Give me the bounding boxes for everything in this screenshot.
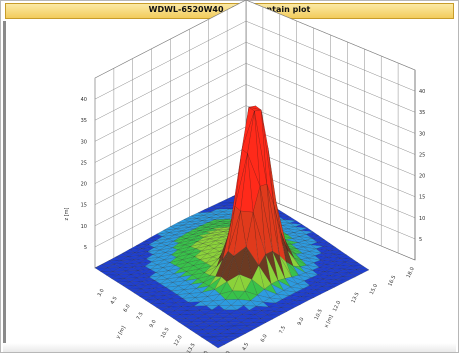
x-tick-label: 10.5 xyxy=(314,308,324,321)
y-tick-label: 15.0 xyxy=(199,350,210,353)
y-tick-label: 7.5 xyxy=(136,311,145,321)
x-tick-label: 18.0 xyxy=(406,266,416,279)
left-border xyxy=(3,21,6,351)
y-tick-label: 13.5 xyxy=(186,342,197,353)
z-tick-label-left: 40 xyxy=(81,97,87,103)
bottom-scrollbar[interactable] xyxy=(3,343,456,352)
z-tick-label-left: 5 xyxy=(84,245,87,251)
z-tick-label-right: 25 xyxy=(419,152,425,158)
z-tick-label-right: 10 xyxy=(419,216,425,222)
z-tick-label-left: 15 xyxy=(81,203,87,209)
surface-facet xyxy=(211,344,225,349)
x-tick-label: 15.0 xyxy=(369,283,379,296)
z-tick-label-left: 20 xyxy=(81,182,87,188)
z-tick-label-left: 30 xyxy=(81,139,87,145)
surface-mesh xyxy=(94,105,370,349)
z-tick-label-right: 35 xyxy=(419,110,425,116)
x-tick-label: 4.5 xyxy=(241,342,250,352)
y-tick-label: 4.5 xyxy=(110,296,119,306)
grid-walls xyxy=(94,0,416,269)
z-tick-label-right: 40 xyxy=(419,89,425,95)
z-tick-label-left: 35 xyxy=(81,118,87,124)
z-tick-label-right: 30 xyxy=(419,131,425,137)
y-axis-label: y [m] xyxy=(115,325,127,340)
x-tick-label: 16.5 xyxy=(387,275,397,288)
y-tick-label: 10.5 xyxy=(160,327,171,340)
z-tick-label-right: 20 xyxy=(419,174,425,180)
z-tick-label-left: 25 xyxy=(81,160,87,166)
y-tick-label: 12.0 xyxy=(173,335,184,348)
x-tick-label: 6.0 xyxy=(260,334,269,344)
x-tick-label: 3.0 xyxy=(223,350,232,353)
z-tick-label-left: 10 xyxy=(81,224,87,230)
x-tick-label: 12.0 xyxy=(332,300,342,313)
x-tick-label: 13.5 xyxy=(350,292,360,305)
z-tick-label-right: 15 xyxy=(419,195,425,201)
x-tick-label: 7.5 xyxy=(278,325,287,335)
y-tick-label: 3.0 xyxy=(97,288,106,298)
axis-labels: 5 5 10 10 15 15 20 20 25 25 30 30 35 35 40 40 z [m] 3.0 4.… xyxy=(64,89,425,353)
x-axis-label: x [m] xyxy=(324,314,335,329)
z-tick-label-right: 5 xyxy=(419,237,422,243)
y-tick-label: 9.0 xyxy=(149,319,158,329)
x-tick-label: 9.0 xyxy=(297,317,306,327)
y-tick-label: 6.0 xyxy=(123,304,132,314)
z-axis-label: z [m] xyxy=(64,207,70,220)
